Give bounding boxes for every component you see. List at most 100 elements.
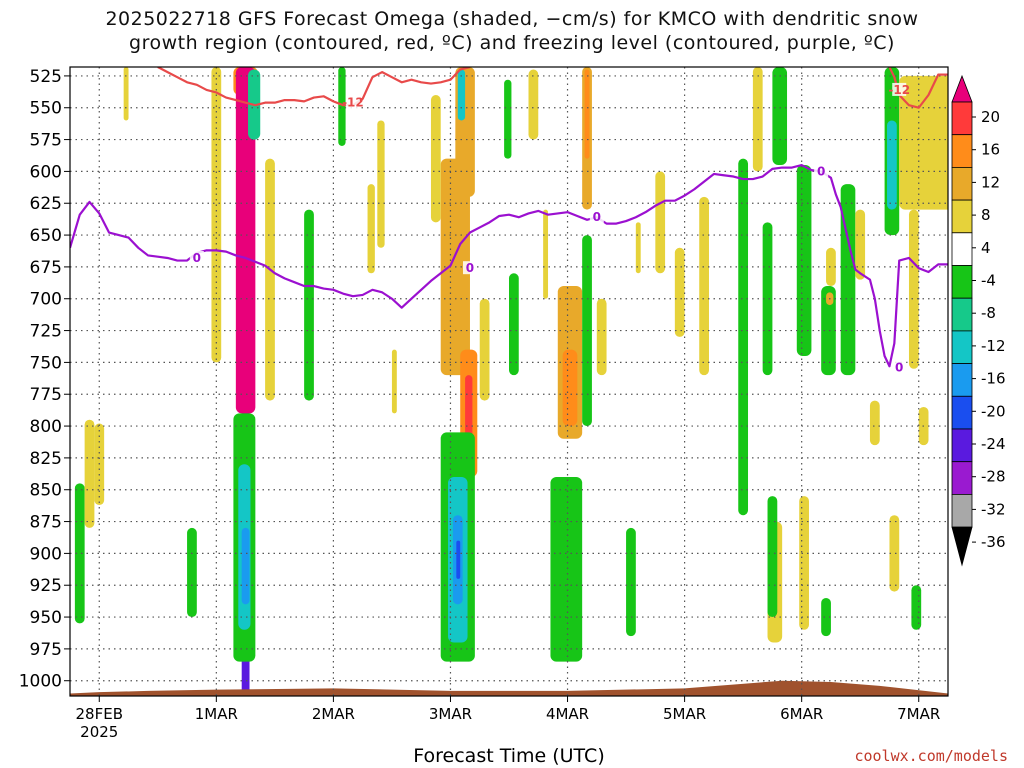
- x-tick-year-label: 2025: [80, 723, 118, 741]
- omega-region-24: [899, 75, 948, 210]
- omega-region-31: [821, 286, 836, 376]
- x-axis-label: Forecast Time (UTC): [413, 745, 604, 767]
- omega-region-60: [430, 95, 441, 223]
- omega-region-62: [504, 79, 512, 159]
- y-tick-label-625: 625: [30, 194, 62, 214]
- omega-region-59: [391, 349, 397, 414]
- chart-title-line1: 2025022718 GFS Forecast Omega (shaded, −…: [105, 8, 919, 30]
- y-tick-label-550: 550: [30, 99, 62, 119]
- y-tick-label-675: 675: [30, 258, 62, 278]
- freezing-level-contour: [70, 163, 948, 368]
- omega-region-66: [596, 298, 607, 376]
- colorbar-bottom-arrow: [951, 526, 973, 567]
- freezing-level-label-4: 0: [895, 360, 903, 374]
- omega-region-46: [626, 527, 636, 637]
- colorbar: 20 16 12 8 4 -4 -8 -12 -16 -20 -24 -28 -32 -36: [951, 74, 1006, 567]
- omega-region-33: [752, 67, 763, 172]
- freezing-level-label-1: 0: [466, 261, 474, 275]
- omega-region-45: [911, 585, 922, 630]
- colorbar-swatch-2: [951, 134, 973, 168]
- y-tick-label-900: 900: [30, 544, 62, 564]
- x-tick-label-1: 1MAR: [195, 705, 238, 723]
- x-tick-label-0: 28FEB: [76, 705, 123, 723]
- omega-region-55: [304, 209, 314, 401]
- y-tick-label-750: 750: [30, 353, 62, 373]
- dgz-minus12-contour-0: [157, 67, 471, 107]
- omega-region-15: [456, 540, 461, 579]
- credit-text: coolwx.com/models: [854, 747, 1008, 765]
- omega-region-51: [123, 67, 129, 121]
- colorbar-label-6: -8: [981, 304, 996, 322]
- omega-region-19: [562, 349, 578, 427]
- ground-layer: [70, 680, 948, 696]
- omega-region-39: [869, 400, 880, 446]
- omega-region-35: [699, 196, 709, 376]
- y-tick-label-775: 775: [30, 385, 62, 405]
- colorbar-swatch-13: [951, 493, 973, 528]
- dgz-label-1: -12: [888, 83, 910, 97]
- omega-region-30: [762, 222, 773, 376]
- x-tick-label-4: 4MAR: [546, 705, 589, 723]
- dgz-label-1-bg: [892, 82, 907, 96]
- omega-region-23: [887, 120, 897, 210]
- colorbar-swatch-8: [951, 330, 973, 364]
- colorbar-label-5: -4: [981, 272, 996, 290]
- colorbar-swatch-1: [951, 101, 973, 136]
- colorbar-label-9: -20: [981, 402, 1006, 420]
- omega-region-8: [457, 69, 466, 121]
- omega-region-28: [796, 165, 812, 357]
- plot-frame: [69, 66, 949, 697]
- colorbar-label-8: -16: [981, 370, 1006, 388]
- x-tick-label-6: 6MAR: [780, 705, 823, 723]
- omega-region-27: [738, 158, 749, 516]
- freezing-level-label-3-bg: [814, 164, 829, 178]
- omega-region-21: [550, 476, 583, 662]
- colorbar-swatch-10: [951, 395, 973, 430]
- y-tick-label-650: 650: [30, 226, 62, 246]
- y-tick-label-525: 525: [30, 67, 62, 87]
- x-tick-label-3: 3MAR: [429, 705, 472, 723]
- colorbar-label-12: -32: [981, 500, 1006, 518]
- colorbar-label-2: 12: [981, 173, 1000, 191]
- omega-region-63: [509, 273, 519, 376]
- omega-region-47: [767, 496, 778, 618]
- omega-region-2: [235, 67, 256, 414]
- y-tick-label-1000: 1000: [19, 672, 62, 692]
- omega-region-58: [377, 120, 385, 248]
- y-tick-label-600: 600: [30, 162, 62, 182]
- colorbar-label-11: -28: [981, 468, 1006, 486]
- y-tick-label-575: 575: [30, 131, 62, 151]
- omega-region-52: [187, 527, 197, 618]
- grid-layer: [70, 67, 948, 696]
- y-tick-label-875: 875: [30, 513, 62, 533]
- freezing-level-label-2-bg: [589, 210, 604, 224]
- omega-region-25: [908, 209, 919, 369]
- freezing-level-label-2: 0: [593, 210, 601, 224]
- dgz-label-0-bg: [345, 95, 360, 109]
- omega-region-36: [674, 247, 685, 337]
- colorbar-label-7: -12: [981, 337, 1006, 355]
- freezing-level-label-0: 0: [193, 251, 201, 265]
- colorbar-swatch-12: [951, 461, 973, 495]
- omega-region-26: [772, 67, 788, 166]
- y-tick-label-700: 700: [30, 290, 62, 310]
- freezing-level-label-4-bg: [892, 360, 907, 374]
- chart-title-line2: growth region (contoured, red, ºC) and f…: [129, 32, 895, 54]
- colorbar-label-10: -24: [981, 435, 1006, 453]
- omega-region-34: [655, 171, 666, 274]
- omega-region-29: [840, 184, 856, 376]
- colorbar-swatch-3: [951, 166, 973, 201]
- omega-region-64: [528, 69, 539, 140]
- colorbar-label-13: -36: [981, 533, 1006, 551]
- y-tick-label-975: 975: [30, 640, 62, 660]
- x-tick-label-7: 7MAR: [897, 705, 940, 723]
- omega-region-17: [584, 69, 590, 159]
- omega-region-49: [84, 419, 95, 528]
- freezing-level-label-0-bg: [189, 250, 204, 264]
- omega-region-38: [855, 209, 866, 280]
- plot-area-background: [70, 67, 948, 696]
- ground-surface: [70, 680, 948, 696]
- dgz-minus12-contour-1: [888, 67, 948, 109]
- omega-region-57: [367, 184, 375, 274]
